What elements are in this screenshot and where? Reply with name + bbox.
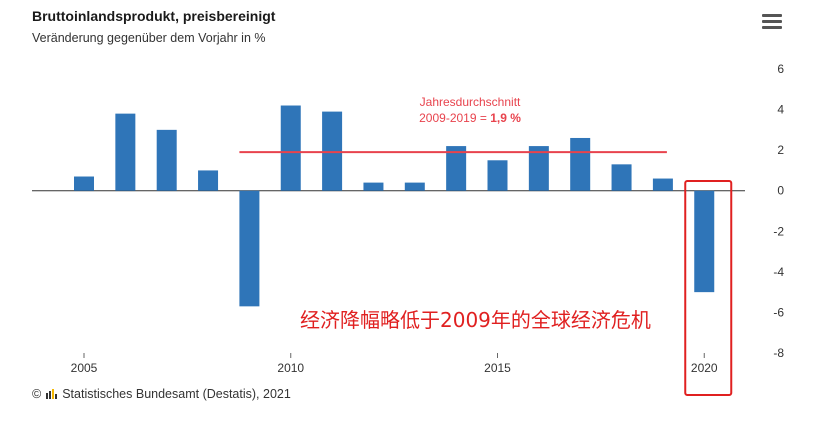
bar-2017 [570,137,591,191]
hamburger-menu-icon[interactable] [762,14,782,30]
y-tick-label: 2 [777,143,784,157]
chart-title: Bruttoinlandsprodukt, preisbereinigt [32,8,276,24]
x-tick-label: 2020 [691,361,718,375]
x-axis: 2005 2010 2015 2020 [71,353,718,375]
destatis-logo-icon [46,389,58,399]
y-tick-label: -4 [773,265,784,279]
y-tick-label: -6 [773,305,784,319]
x-tick-label: 2010 [277,361,304,375]
chart-subtitle: Veränderung gegenüber dem Vorjahr in % [32,31,266,45]
y-axis: 6 4 2 0 -2 -4 -6 -8 [773,62,784,360]
bar-2013 [404,182,425,191]
bar-2008 [198,170,219,191]
highlight-box-2020 [684,180,733,396]
y-tick-label: 6 [777,62,784,76]
source-footer: © Statistisches Bundesamt (Destatis), 20… [32,387,291,401]
bar-2009 [239,190,260,307]
bar-2005 [74,176,94,191]
y-tick-label: 0 [777,184,784,198]
annotation-text: 经济降幅略低于2009年的全球经济危机 [300,308,651,332]
average-label-prefix: 2009-2019 = [419,111,490,125]
bar-2018 [611,164,632,191]
bar-2020 [694,190,715,293]
copyright-symbol: © [32,387,42,401]
bar-2019 [652,178,673,191]
bar-2010 [280,105,301,191]
y-tick-label: -2 [773,224,784,238]
bar-2015 [487,160,508,191]
y-tick-label: -8 [773,346,784,360]
average-label-range: 2009-2019 = 1,9 % [419,111,521,125]
bar-2012 [363,182,384,191]
x-tick-label: 2015 [484,361,511,375]
x-tick-label: 2005 [71,361,98,375]
bar-2016 [528,146,549,191]
source-text: Statistisches Bundesamt (Destatis), 2021 [62,387,291,401]
bars-group [74,105,715,307]
bar-2014 [446,146,467,191]
average-label-value: 1,9 % [490,111,521,125]
y-tick-label: 4 [777,103,784,117]
bar-2007 [156,129,177,191]
average-label: Jahresdurchschnitt [420,95,521,109]
bar-2011 [322,111,343,191]
bar-2006 [115,113,136,191]
